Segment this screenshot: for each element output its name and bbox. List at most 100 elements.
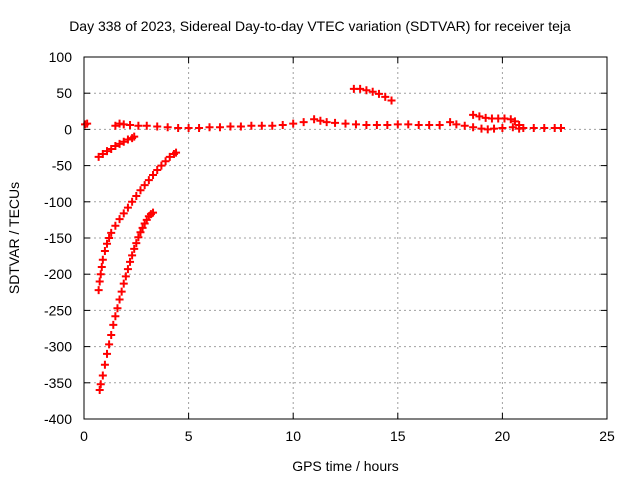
y-tick-label: 0 [64, 121, 72, 137]
data-point [115, 215, 124, 224]
data-point [556, 123, 565, 132]
data-point [100, 360, 109, 369]
data-point [351, 120, 360, 129]
data-point [134, 121, 143, 130]
data-point [372, 121, 381, 130]
data-point [289, 119, 298, 128]
data-point [498, 123, 507, 132]
data-point [510, 117, 519, 126]
data-point [130, 244, 139, 253]
data-point [103, 239, 112, 248]
data-point [278, 121, 287, 130]
data-point [341, 119, 350, 128]
data-point [103, 147, 112, 156]
data-point [100, 247, 109, 256]
data-point [132, 239, 141, 248]
data-point [95, 277, 104, 286]
x-axis-label: GPS time / hours [292, 458, 399, 474]
data-point [96, 380, 105, 389]
data-point [98, 150, 107, 159]
data-point [107, 228, 116, 237]
y-tick-labels: 100 50 0 -50 -100 -150 -200 -250 -300 -350 -400 [44, 49, 72, 427]
data-point [374, 89, 383, 98]
data-point [475, 112, 484, 121]
data-point [105, 234, 114, 242]
x-tick-label: 0 [80, 428, 88, 444]
data-point [130, 132, 139, 141]
data-points [81, 84, 565, 395]
data-point [515, 121, 524, 130]
data-point [149, 171, 158, 180]
y-tick-label: -300 [44, 339, 72, 355]
data-point [226, 122, 235, 131]
x-tick-label: 20 [495, 428, 511, 444]
data-point [136, 228, 145, 237]
data-point [331, 118, 340, 127]
data-point [121, 272, 130, 281]
data-point [184, 123, 193, 132]
data-point [161, 157, 170, 166]
data-point [268, 121, 277, 130]
data-point [322, 118, 331, 127]
grid-lines [84, 57, 607, 419]
y-tick-label: -100 [44, 194, 72, 210]
x-tick-label: 10 [285, 428, 301, 444]
data-point [134, 233, 143, 242]
data-point [393, 120, 402, 129]
y-tick-label: 100 [49, 49, 73, 65]
data-point [257, 121, 266, 130]
data-point [97, 262, 106, 271]
data-point [469, 110, 478, 119]
data-point [94, 152, 103, 161]
data-point [107, 144, 116, 153]
data-point [111, 121, 120, 130]
x-tick-label: 25 [599, 428, 615, 444]
y-tick-label: -200 [44, 266, 72, 282]
data-point [469, 123, 478, 132]
data-point [163, 123, 172, 132]
data-point [96, 270, 105, 279]
data-point [136, 186, 145, 195]
data-point [506, 115, 515, 124]
data-point [109, 320, 118, 329]
data-point [205, 123, 214, 132]
data-point [195, 123, 204, 132]
data-point [529, 123, 538, 132]
x-tick-labels: 0 5 10 15 20 25 [80, 428, 615, 444]
data-point [117, 287, 126, 296]
data-point [119, 209, 128, 218]
data-point [115, 139, 124, 148]
data-point [98, 255, 107, 264]
data-point [111, 142, 120, 151]
data-point [414, 121, 423, 130]
data-point [123, 135, 132, 144]
data-point [356, 84, 365, 93]
data-point [128, 197, 137, 206]
data-point [95, 386, 104, 395]
data-point [172, 148, 181, 157]
data-point [316, 116, 325, 125]
data-point [123, 265, 132, 274]
data-point [460, 121, 469, 130]
data-point [508, 123, 517, 132]
data-point [119, 137, 128, 146]
data-point [115, 295, 124, 304]
y-axis-label: SDTVAR / TECUs [6, 182, 22, 294]
data-point [174, 123, 183, 132]
data-point [157, 161, 166, 170]
data-point [103, 349, 112, 358]
data-point [126, 121, 135, 130]
y-tick-label: -150 [44, 230, 72, 246]
data-point [126, 257, 135, 266]
data-point [236, 122, 245, 131]
data-point [383, 121, 392, 130]
data-point [425, 121, 434, 130]
data-point [123, 203, 132, 212]
data-point [368, 87, 377, 96]
x-tick-label: 5 [185, 428, 193, 444]
plot-frame [83, 56, 608, 420]
data-point [387, 96, 396, 105]
data-point [113, 304, 122, 313]
data-point [111, 221, 120, 230]
